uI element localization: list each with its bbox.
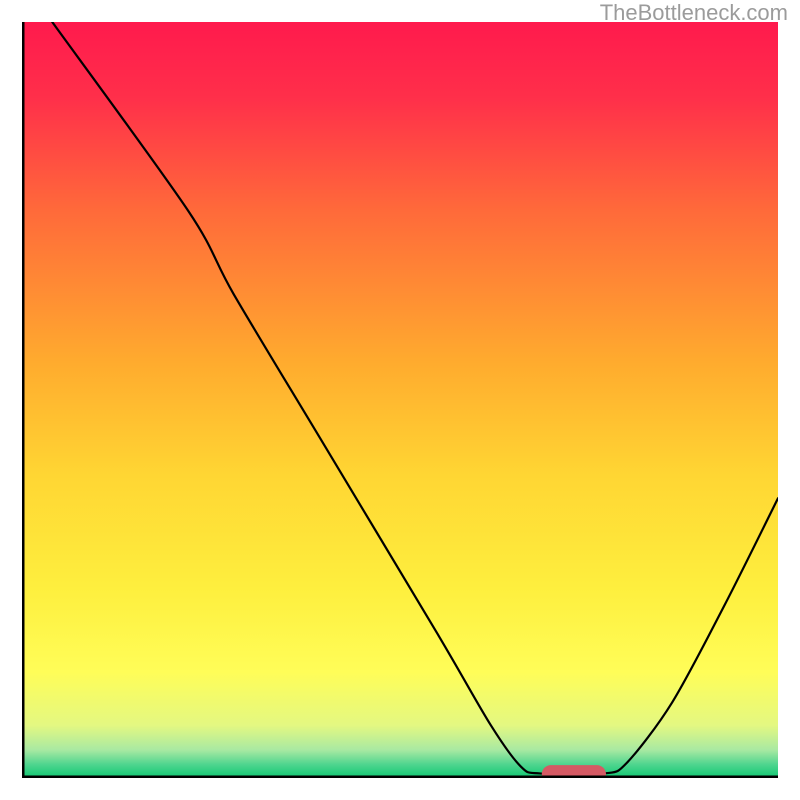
chart-container — [22, 22, 778, 778]
watermark-text: TheBottleneck.com — [600, 0, 788, 26]
bottleneck-chart — [22, 22, 778, 778]
